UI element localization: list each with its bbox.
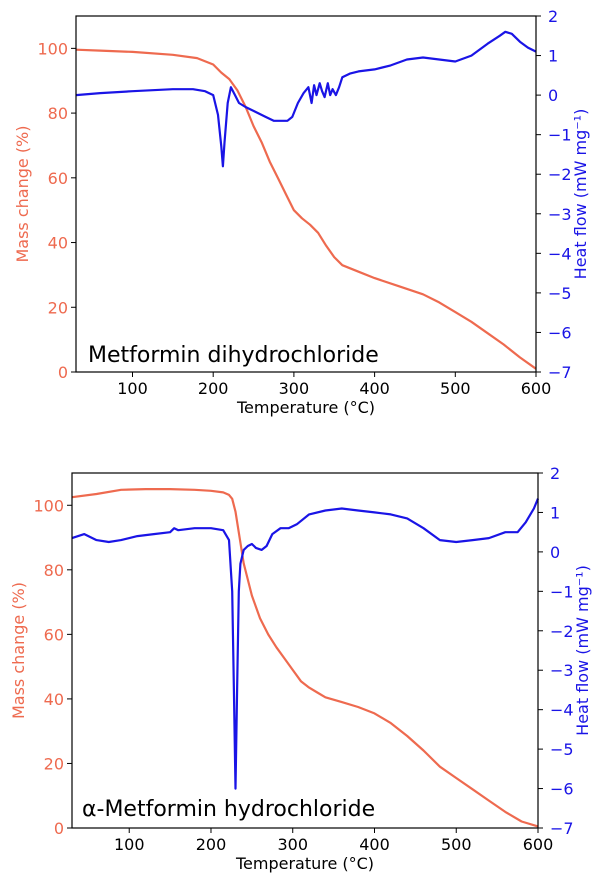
x-tick-label: 200 (196, 835, 227, 854)
y-right-tick-label: −1 (550, 582, 574, 601)
plot-frame (71, 472, 539, 829)
panel-title: α-Metformin hydrochloride (82, 797, 375, 822)
mass-change-line (71, 488, 539, 828)
y-right-tick-label: 0 (550, 543, 560, 562)
y-right-tick-label: −6 (548, 323, 572, 342)
y-right-tick-label: −1 (548, 126, 572, 145)
x-tick-label: 200 (198, 379, 229, 398)
y-right-tick-label: −7 (548, 363, 572, 382)
panel-title: Metformin dihydrochloride (88, 343, 379, 368)
y-right-tick-label: −4 (550, 701, 574, 720)
y-right-tick-label: −2 (548, 165, 572, 184)
y-left-tick-label: 40 (48, 234, 68, 253)
plot-frame (75, 15, 537, 373)
y-right-axis-label: Heat flow (mW mg⁻¹) (571, 109, 590, 280)
x-tick-label: 300 (277, 835, 308, 854)
y-left-axis-label: Mass change (%) (9, 582, 28, 719)
y-right-tick-label: 2 (548, 7, 558, 26)
y-right-axis-label: Heat flow (mW mg⁻¹) (573, 565, 592, 736)
y-left-tick-label: 0 (54, 819, 64, 838)
y-right-tick-label: 1 (550, 503, 560, 522)
heat-flow-line (75, 30, 537, 168)
heat-flow-line (71, 498, 540, 790)
y-right-tick-label: 1 (548, 47, 558, 66)
y-right-tick-label: −2 (550, 622, 574, 641)
y-left-tick-label: 40 (44, 690, 64, 709)
y-right-tick-label: 2 (550, 464, 560, 483)
x-tick-label: 500 (440, 379, 471, 398)
x-tick-label: 600 (521, 379, 552, 398)
y-left-tick-label: 80 (44, 561, 64, 580)
x-tick-label: 400 (359, 835, 390, 854)
y-right-tick-label: −4 (548, 244, 572, 263)
y-left-tick-label: 20 (48, 298, 68, 317)
y-right-tick-label: −7 (550, 819, 574, 838)
x-axis-label: Temperature (°C) (235, 854, 374, 873)
panel-alpha-metformin-hydrochloride: 100 200 300 400 500 600020406080100−7−6−5−4−3… (9, 464, 592, 873)
y-left-tick-label: 60 (44, 625, 64, 644)
mass-change-line (75, 48, 537, 370)
x-tick-label: 500 (441, 835, 472, 854)
x-axis-label: Temperature (°C) (236, 398, 375, 417)
y-right-tick-label: −3 (550, 661, 574, 680)
panel-metformin-dihydrochloride: 100 200 300 400 500 600020406080100−7−6−5−4−3… (13, 7, 590, 417)
y-right-tick-label: 0 (548, 86, 558, 105)
y-left-tick-label: 0 (58, 363, 68, 382)
x-tick-label: 100 (117, 379, 148, 398)
y-left-tick-label: 100 (37, 39, 68, 58)
y-left-tick-label: 80 (48, 104, 68, 123)
x-tick-label: 400 (359, 379, 390, 398)
y-left-axis-label: Mass change (%) (13, 125, 32, 262)
y-right-tick-label: −5 (548, 284, 572, 303)
x-tick-label: 300 (279, 379, 310, 398)
x-tick-label: 100 (114, 835, 145, 854)
y-left-tick-label: 20 (44, 754, 64, 773)
y-left-tick-label: 100 (33, 496, 64, 515)
x-tick-label: 600 (523, 835, 554, 854)
y-right-tick-label: −3 (548, 205, 572, 224)
y-right-tick-label: −6 (550, 780, 574, 799)
y-left-tick-label: 60 (48, 169, 68, 188)
y-right-tick-label: −5 (550, 740, 574, 759)
